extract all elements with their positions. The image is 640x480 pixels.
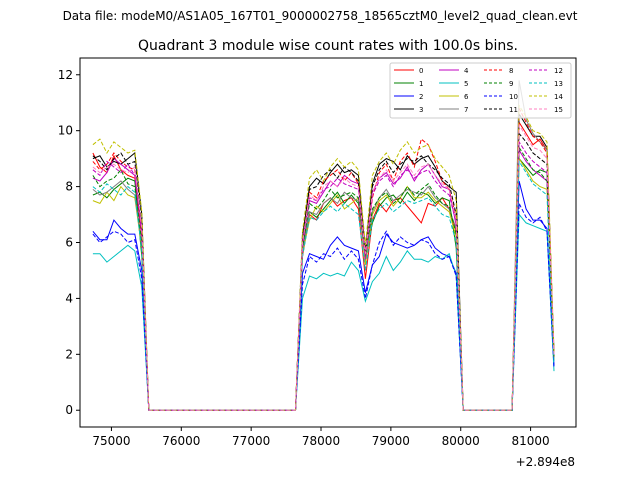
series-line-7 bbox=[92, 80, 555, 411]
legend-label-2: 2 bbox=[419, 93, 423, 101]
series-line-1 bbox=[92, 157, 555, 411]
legend-label-6: 6 bbox=[464, 93, 469, 101]
x-tick-label: 75000 bbox=[92, 434, 130, 448]
legend-label-7: 7 bbox=[464, 106, 468, 114]
series-line-4 bbox=[92, 148, 555, 411]
legend-label-4: 4 bbox=[464, 67, 469, 75]
y-tick-label: 10 bbox=[58, 124, 73, 138]
y-tick-label: 2 bbox=[65, 347, 73, 361]
series-line-3 bbox=[92, 112, 555, 411]
y-tick-label: 0 bbox=[65, 403, 73, 417]
legend-label-12: 12 bbox=[554, 67, 563, 75]
x-tick-label: 79000 bbox=[372, 434, 410, 448]
series-line-13 bbox=[92, 159, 555, 411]
series-line-10 bbox=[92, 203, 555, 411]
x-offset-label: +2.894e8 bbox=[516, 455, 575, 469]
series-line-5 bbox=[92, 213, 555, 411]
x-tick-label: 77000 bbox=[232, 434, 270, 448]
legend-label-1: 1 bbox=[419, 80, 423, 88]
x-tick-label: 81000 bbox=[511, 434, 549, 448]
series-line-15 bbox=[92, 123, 555, 411]
chart-title: Quadrant 3 module wise count rates with … bbox=[138, 38, 518, 54]
legend-label-10: 10 bbox=[509, 93, 518, 101]
legend-label-11: 11 bbox=[509, 106, 518, 114]
legend-label-0: 0 bbox=[419, 67, 423, 75]
y-tick-label: 12 bbox=[58, 68, 73, 82]
x-tick-label: 76000 bbox=[162, 434, 200, 448]
legend-box bbox=[389, 62, 572, 119]
series-line-14 bbox=[92, 103, 555, 411]
plot-area: 75000 76000 77000 78000 79000 80000 81000 0 2 4 6 8… bbox=[58, 57, 577, 448]
legend-label-13: 13 bbox=[554, 80, 563, 88]
legend-label-3: 3 bbox=[419, 106, 423, 114]
x-tick-label: 78000 bbox=[302, 434, 340, 448]
series-line-11 bbox=[92, 132, 555, 411]
series-line-0 bbox=[92, 120, 555, 411]
y-tick-label: 4 bbox=[65, 291, 73, 305]
legend-label-5: 5 bbox=[464, 80, 468, 88]
series-line-6 bbox=[92, 156, 555, 411]
legend-label-15: 15 bbox=[554, 106, 563, 114]
suptitle: Data file: modeM0/AS1A05_167T01_90000027… bbox=[63, 9, 578, 23]
y-tick-label: 8 bbox=[65, 180, 73, 194]
series-line-2 bbox=[92, 180, 555, 411]
y-tick-label: 6 bbox=[65, 236, 73, 250]
legend-label-14: 14 bbox=[554, 93, 563, 101]
x-tick-label: 80000 bbox=[442, 434, 480, 448]
legend-label-9: 9 bbox=[509, 80, 513, 88]
legend-label-8: 8 bbox=[509, 67, 513, 75]
